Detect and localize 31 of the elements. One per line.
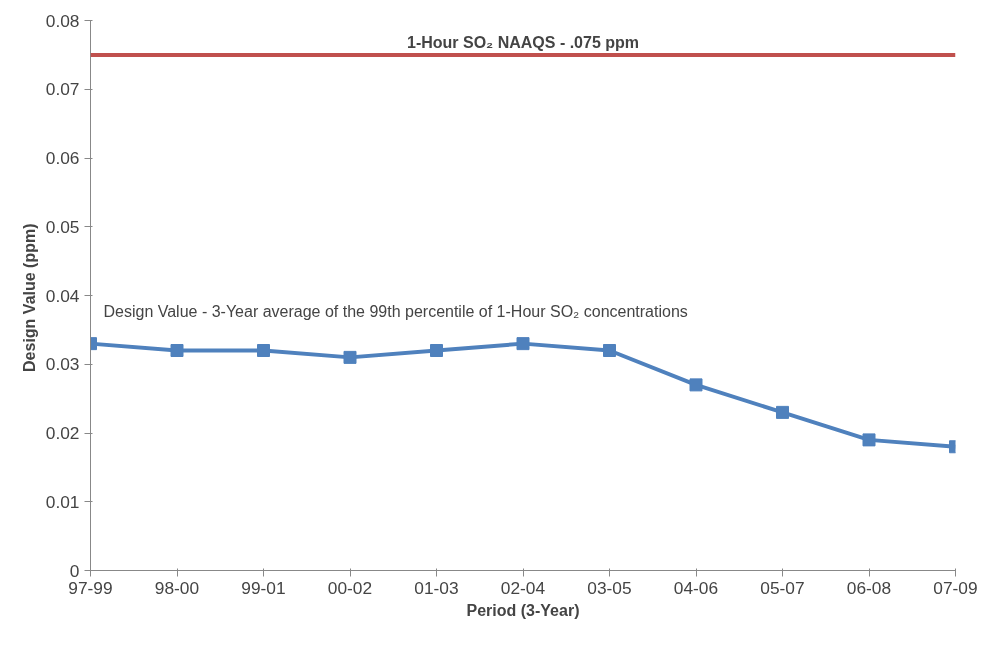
x-tick-label: 01-03: [414, 577, 459, 598]
x-tick-label: 99-01: [241, 577, 286, 598]
x-tick-label: 00-02: [327, 577, 373, 598]
x-tick-label: 04-06: [673, 577, 719, 598]
y-tick-label: 0.08: [45, 10, 80, 31]
point: [862, 433, 876, 447]
x-tick-label: 06-08: [846, 577, 892, 598]
point: [516, 337, 530, 351]
x-axis-title: Period (3-Year): [466, 601, 580, 619]
x-tick-label: 07-09: [933, 577, 978, 598]
y-tick-label: 0.05: [45, 216, 80, 237]
y-tick-label: 0.07: [45, 79, 80, 100]
x-tick-label: 02-04: [500, 577, 546, 598]
point: [170, 344, 184, 357]
y-tick-label: 0.06: [45, 148, 80, 168]
y-tick-label: 0.02: [45, 423, 80, 443]
point: [689, 378, 703, 392]
x-tick-label: 98-00: [154, 577, 200, 598]
point: [603, 344, 616, 357]
point: [257, 344, 270, 357]
point: [430, 344, 443, 357]
annotation: Design Value - 3-Year average of the 99th percentile of 1-Hour SO₂ concentrations: [103, 302, 688, 320]
y-tick-label: 0.01: [45, 491, 80, 512]
x-tick-label: 03-05: [587, 577, 632, 598]
y-axis-title: Design Value (ppm): [20, 223, 38, 372]
ref-line-label: 1-Hour SO₂ NAAQS - .075 ppm: [406, 33, 640, 51]
point: [343, 350, 357, 364]
point: [776, 405, 789, 419]
x-tick-label: 05-07: [760, 577, 805, 598]
y-tick-label: 0.04: [45, 285, 80, 306]
y-tick-label: 0.03: [45, 354, 80, 375]
